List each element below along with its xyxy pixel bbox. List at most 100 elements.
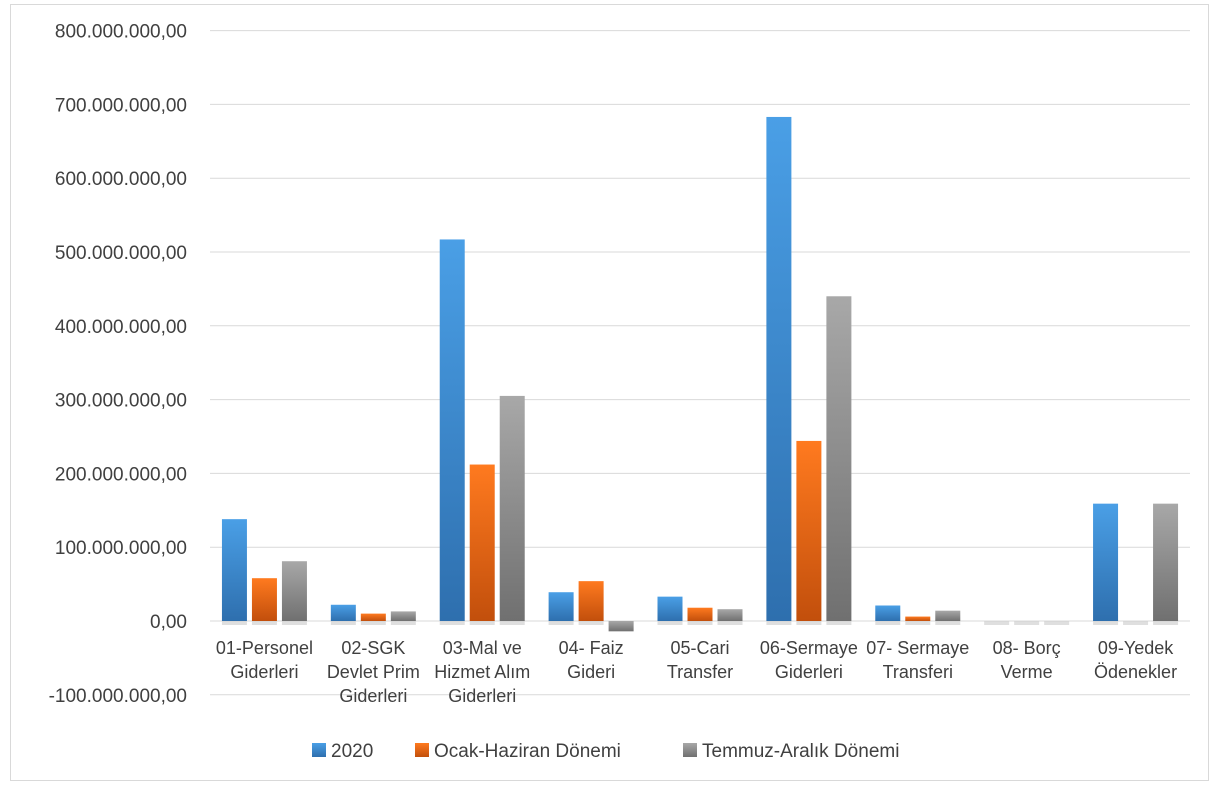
x-tick-line: 07- Sermaye: [866, 638, 969, 658]
bar-0-3: [548, 592, 574, 621]
bar-base-shadow: [330, 621, 356, 625]
x-tick-line: Devlet Prim: [327, 662, 420, 682]
bar-0-8: [1093, 503, 1119, 621]
x-tick-line: 05-Cari: [670, 638, 729, 658]
y-tick-label: 300.000.000,00: [55, 391, 187, 412]
bar-base-shadow: [1044, 621, 1070, 625]
bar-1-3: [578, 581, 604, 621]
y-tick-label: 500.000.000,00: [55, 243, 187, 264]
legend-swatch: [312, 743, 326, 757]
bar-0-4: [657, 596, 683, 621]
bar-base-shadow: [687, 621, 713, 625]
y-tick-label: 600.000.000,00: [55, 169, 187, 190]
x-tick-line: 09-Yedek: [1098, 638, 1174, 658]
x-tick-line: Giderleri: [448, 686, 516, 706]
bar-1-2: [469, 464, 495, 621]
y-tick-label: 700.000.000,00: [55, 95, 187, 116]
x-tick-line: Gideri: [567, 662, 615, 682]
bar-base-shadow: [935, 621, 961, 625]
x-tick-label: 04- Faiz Gideri: [559, 638, 624, 682]
bar-1-0: [251, 578, 277, 621]
x-tick-label: 09-Yedek Ödenekler: [1094, 638, 1177, 682]
y-tick-label: -100.000.000,00: [49, 686, 187, 707]
bar-1-6: [905, 616, 931, 621]
x-tick-line: 02-SGK: [341, 638, 405, 658]
bar-0-5: [766, 116, 792, 622]
bar-base-shadow: [717, 621, 743, 625]
y-tick-label: 200.000.000,00: [55, 464, 187, 485]
x-tick-label: 07- Sermaye Transferi: [866, 638, 969, 682]
x-tick-line: 01-Personel: [216, 638, 313, 658]
bar-2-8: [1153, 503, 1179, 621]
bar-2-0: [281, 561, 307, 621]
x-tick-label: 03-Mal ve Hizmet Alım Giderleri: [434, 638, 530, 706]
chart-frame: [10, 4, 1209, 781]
bar-2-3: [608, 621, 634, 632]
x-tick-line: 04- Faiz: [559, 638, 624, 658]
bar-base-shadow: [499, 621, 525, 625]
bar-1-4: [687, 607, 713, 621]
bar-1-5: [796, 440, 822, 621]
x-tick-label: 02-SGK Devlet Prim Giderleri: [327, 638, 420, 706]
x-tick-line: Giderleri: [775, 662, 843, 682]
x-tick-line: Verme: [1001, 662, 1053, 682]
bar-1-1: [360, 613, 386, 621]
x-tick-line: Hizmet Alım: [434, 662, 530, 682]
x-axis-ticks: 01-Personel Giderleri 02-SGK Devlet Prim Gid…: [216, 638, 1177, 706]
y-tick-label: 800.000.000,00: [55, 22, 187, 43]
bar-base-shadow: [469, 621, 495, 625]
x-tick-label: 06-Sermaye Giderleri: [760, 638, 858, 682]
bar-base-shadow: [826, 621, 852, 625]
bar-2-1: [390, 611, 416, 621]
bar-base-shadow: [281, 621, 307, 625]
bar-base-shadow: [548, 621, 574, 625]
bar-base-shadow: [796, 621, 822, 625]
bar-base-shadow: [1093, 621, 1119, 625]
bar-base-shadow: [766, 621, 792, 625]
x-tick-line: Giderleri: [339, 686, 407, 706]
legend-label: 2020: [331, 741, 373, 762]
x-tick-line: Ödenekler: [1094, 662, 1177, 682]
x-tick-line: Transfer: [667, 662, 733, 682]
y-tick-label: 0,00: [150, 612, 187, 633]
y-tick-label: 100.000.000,00: [55, 538, 187, 559]
bar-base-shadow: [984, 621, 1010, 625]
y-tick-label: 400.000.000,00: [55, 317, 187, 338]
bar-2-5: [826, 296, 852, 621]
bar-base-shadow: [360, 621, 386, 625]
bar-0-2: [439, 239, 465, 622]
x-tick-line: Giderleri: [230, 662, 298, 682]
bar-base-shadow: [875, 621, 901, 625]
x-tick-label: 01-Personel Giderleri: [216, 638, 313, 682]
bar-2-2: [499, 395, 525, 621]
legend-swatch: [415, 743, 429, 757]
bar-2-4: [717, 609, 743, 621]
bar-base-shadow: [1014, 621, 1040, 625]
legend-swatch: [683, 743, 697, 757]
bar-base-shadow: [657, 621, 683, 625]
x-tick-line: 06-Sermaye: [760, 638, 858, 658]
bar-base-shadow: [221, 621, 247, 625]
y-axis-ticks: 800.000.000,00 700.000.000,00 600.000.000,…: [49, 22, 187, 707]
gridlines: [210, 30, 1190, 696]
bars: [221, 116, 1179, 632]
x-tick-line: 08- Borç: [993, 638, 1061, 658]
bar-0-6: [875, 605, 901, 621]
bar-base-shadow: [439, 621, 465, 625]
legend-label: Temmuz-Aralık Dönemi: [702, 741, 899, 762]
bar-base-shadow: [578, 621, 604, 625]
x-tick-line: 03-Mal ve: [443, 638, 522, 658]
legend: 2020 Ocak-Haziran Dönemi Temmuz-Aralık Dön…: [312, 741, 899, 762]
bar-base-shadow: [1123, 621, 1149, 625]
bar-base-shadow: [251, 621, 277, 625]
legend-label: Ocak-Haziran Dönemi: [434, 741, 621, 762]
bar-0-1: [330, 604, 356, 621]
x-tick-line: Transferi: [883, 662, 953, 682]
bar-base-shadow: [390, 621, 416, 625]
x-tick-label: 05-Cari Transfer: [667, 638, 733, 682]
bar-base-shadow: [905, 621, 931, 625]
bar-base-shadow: [1153, 621, 1179, 625]
bar-0-0: [221, 519, 247, 621]
x-tick-label: 08- Borç Verme: [993, 638, 1061, 682]
